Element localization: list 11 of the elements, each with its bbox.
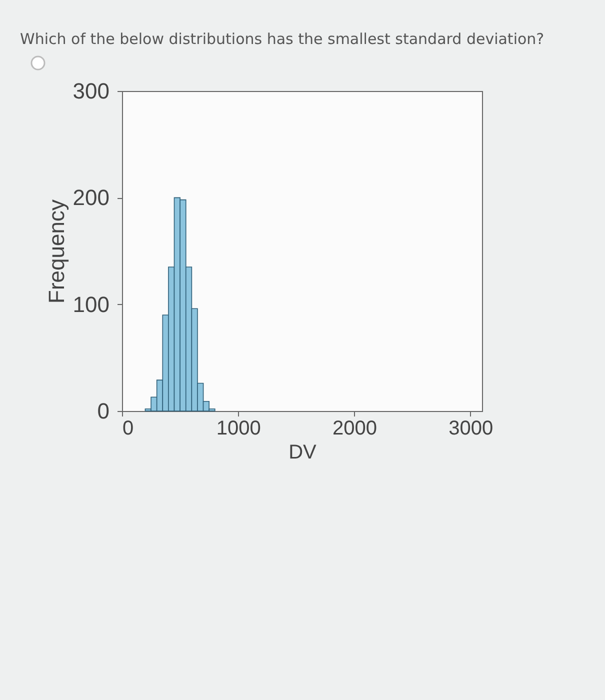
chart-title: Which of the below distributions has the smallest standard deviation?: [20, 30, 544, 48]
x-tick-label: 0: [122, 418, 134, 440]
x-axis-title: DV: [288, 442, 318, 464]
x-tick-label: 1000: [216, 418, 261, 440]
x-tick-label: 3000: [448, 418, 494, 440]
y-tick-label: 300: [72, 78, 110, 104]
y-axis-title: Frequency: [44, 200, 69, 304]
y-tick-label: 0: [97, 398, 110, 424]
y-tick-label: 200: [72, 185, 110, 210]
x-tick-label: 2000: [332, 418, 378, 440]
y-tick-label: 100: [72, 292, 110, 317]
